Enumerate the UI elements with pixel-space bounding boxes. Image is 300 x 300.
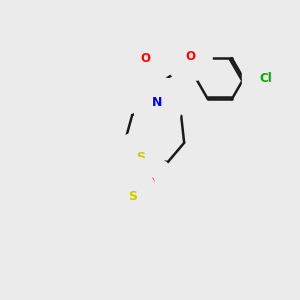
Text: N: N	[152, 96, 163, 109]
Text: O: O	[140, 52, 150, 65]
Text: S: S	[136, 151, 146, 164]
Text: S: S	[128, 190, 137, 203]
Text: O: O	[185, 50, 195, 63]
Text: O: O	[144, 176, 154, 189]
Text: Cl: Cl	[260, 72, 272, 85]
Text: O: O	[125, 174, 135, 187]
